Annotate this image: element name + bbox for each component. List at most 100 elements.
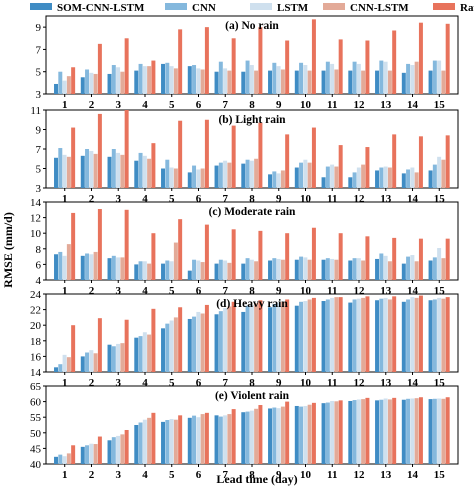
bar (231, 38, 236, 94)
panel-title: (d) Heavy rain (216, 298, 288, 310)
legend-swatch (250, 3, 272, 10)
bar (54, 367, 59, 372)
y-tick-label: 5 (36, 67, 42, 79)
bar (356, 167, 361, 188)
bar (375, 258, 380, 280)
x-tick-label: 4 (142, 99, 148, 111)
bar (66, 156, 71, 188)
bar (311, 19, 316, 95)
bar (93, 251, 98, 280)
y-axis-label: RMSE (mm/d) (1, 212, 15, 288)
bar (134, 264, 139, 280)
bar (406, 169, 411, 188)
bar (89, 443, 94, 464)
bar (178, 219, 183, 280)
x-tick-label: 12 (354, 469, 366, 481)
bar (311, 227, 316, 280)
x-tick-label: 8 (249, 285, 255, 297)
bar (307, 404, 312, 464)
bar (169, 167, 174, 188)
bar (303, 159, 308, 188)
bar (428, 170, 433, 188)
bar (383, 61, 388, 94)
bar (268, 174, 273, 188)
x-tick-label: 14 (407, 99, 419, 111)
x-tick-label: 4 (142, 377, 148, 389)
x-tick-label: 1 (62, 285, 68, 297)
bar (441, 298, 446, 372)
y-tick-label: 65 (30, 381, 42, 393)
y-tick-label: 3 (36, 89, 42, 101)
bar (218, 162, 223, 188)
bar (196, 68, 201, 94)
bar (231, 301, 236, 372)
bar (58, 454, 63, 464)
x-tick-label: 10 (300, 193, 312, 205)
bar (223, 308, 228, 372)
x-tick-label: 6 (196, 193, 202, 205)
bar (116, 257, 121, 280)
bar (379, 167, 384, 188)
bar (418, 238, 423, 280)
bar (80, 446, 85, 464)
bar (330, 400, 335, 464)
bar (303, 257, 308, 280)
bar (294, 405, 299, 464)
bar (142, 66, 147, 94)
bar (280, 69, 285, 94)
bar (387, 70, 392, 94)
bar (414, 297, 419, 372)
bar (249, 65, 254, 94)
bar (432, 60, 437, 94)
bar (352, 258, 357, 280)
bar (93, 353, 98, 372)
bar (356, 63, 361, 94)
bar (120, 71, 125, 94)
bar (325, 166, 330, 188)
bar (107, 258, 112, 280)
bar (192, 259, 197, 280)
x-tick-label: 2 (89, 377, 95, 389)
bar (151, 308, 156, 372)
bar (134, 160, 139, 188)
x-tick-label: 7 (222, 285, 228, 297)
bar (441, 398, 446, 464)
bar (161, 328, 166, 372)
bar (192, 316, 197, 372)
bar (365, 147, 370, 188)
bar (414, 61, 419, 94)
x-tick-label: 11 (327, 193, 337, 205)
x-tick-label: 2 (89, 99, 95, 111)
bar (80, 255, 85, 280)
legend: SOM-CNN-LSTM CNN LSTM CNN-LSTM Raw (30, 2, 474, 14)
bar (80, 155, 85, 188)
bar (338, 297, 343, 372)
x-tick-label: 8 (249, 469, 255, 481)
bar (120, 257, 125, 280)
bar (321, 403, 326, 464)
bar (410, 65, 415, 94)
bar (387, 261, 392, 280)
x-tick-label: 3 (115, 99, 121, 111)
x-tick-label: 9 (276, 193, 282, 205)
bar (97, 318, 102, 372)
bar (280, 259, 285, 280)
bar (406, 256, 411, 280)
bar (54, 254, 59, 280)
bar (134, 425, 139, 464)
bar (62, 80, 67, 94)
bar (401, 301, 406, 372)
bar (142, 332, 147, 372)
bar (254, 303, 259, 372)
y-tick-label: 9 (36, 125, 42, 137)
bar (294, 70, 299, 94)
bar (338, 145, 343, 188)
bar (330, 297, 335, 372)
x-tick-label: 13 (380, 99, 392, 111)
bar (285, 40, 290, 94)
x-tick-label: 9 (276, 469, 282, 481)
bar (352, 61, 357, 94)
bar (111, 437, 116, 464)
bar (93, 444, 98, 464)
